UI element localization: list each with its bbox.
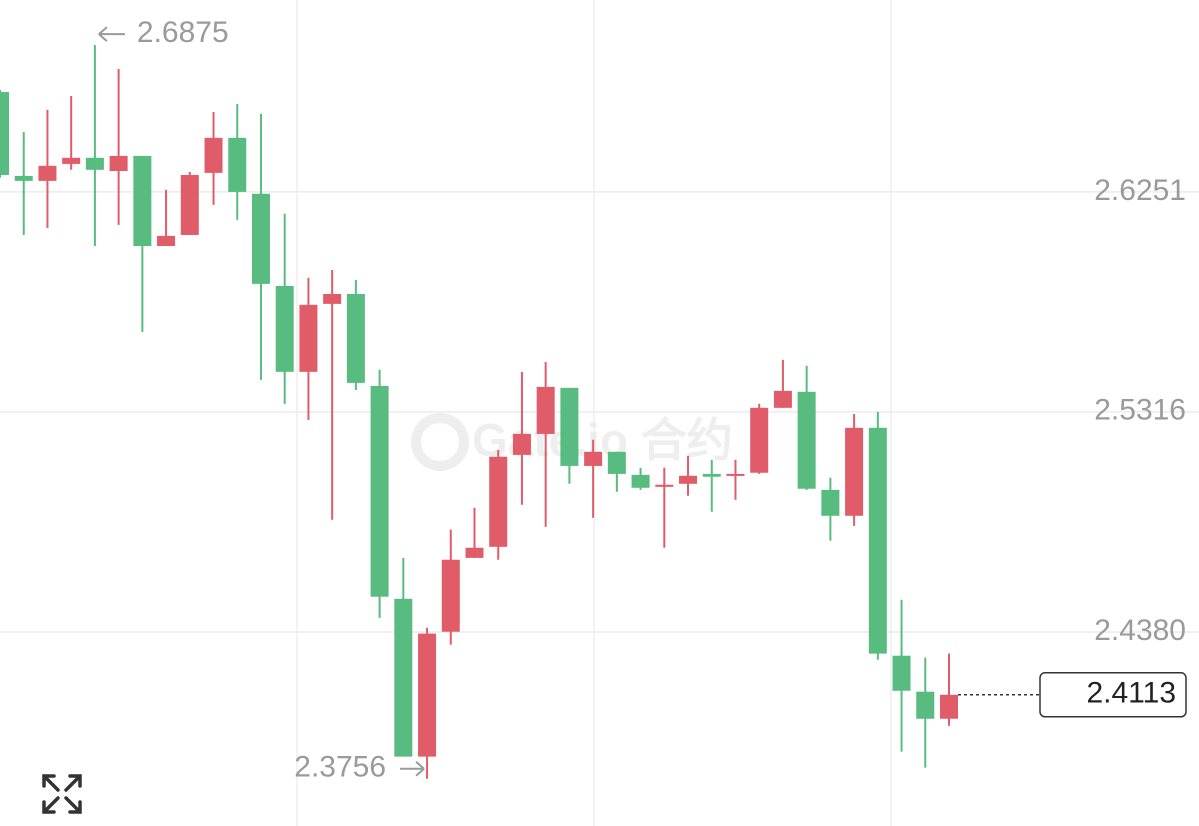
- candle-body: [394, 598, 413, 757]
- candle-body: [797, 391, 816, 489]
- candle-body: [370, 385, 389, 597]
- candle-body: [868, 427, 887, 654]
- candle-body: [204, 137, 223, 173]
- candle-body: [0, 91, 9, 175]
- candle-body: [133, 155, 152, 247]
- annotations: 2.6875 2.3756 2.4113: [98, 16, 1187, 784]
- fullscreen-icon[interactable]: [42, 774, 82, 814]
- watermark-text: Gate.io 合约: [472, 414, 733, 466]
- candle-body: [489, 456, 508, 547]
- y-tick-label: 2.4380: [1094, 614, 1186, 647]
- candle-body: [346, 293, 365, 383]
- candle-body: [940, 694, 958, 719]
- candle-body: [916, 691, 935, 719]
- candle-body: [157, 235, 176, 247]
- candle-body: [536, 386, 555, 434]
- candle-body: [14, 175, 33, 181]
- candle-body: [702, 473, 721, 477]
- candle-body: [750, 407, 769, 473]
- min-arrow: [400, 760, 425, 777]
- candle-body: [773, 390, 792, 408]
- candle-body: [323, 293, 342, 304]
- last-price-label: 2.4113: [1086, 677, 1176, 710]
- max-arrow: [98, 26, 125, 42]
- candle-body: [607, 451, 626, 474]
- candle-body: [845, 427, 864, 516]
- candles: [0, 45, 958, 779]
- candle-body: [512, 433, 531, 455]
- candle-body: [85, 157, 104, 170]
- candle-body: [584, 451, 603, 466]
- y-tick-label: 2.6251: [1094, 174, 1186, 207]
- grid: 2.6251 2.5316 2.4380: [0, 174, 1199, 647]
- candle-body: [631, 474, 650, 488]
- candle-body: [465, 547, 484, 558]
- fullscreen-button[interactable]: [38, 770, 86, 818]
- candle-body: [228, 137, 247, 192]
- last-price-box: [1039, 672, 1187, 718]
- candle-body: [418, 633, 437, 757]
- y-tick-label: 2.5316: [1094, 394, 1186, 427]
- candle-body: [180, 174, 199, 235]
- candle-body: [251, 193, 270, 284]
- candle-body: [275, 285, 294, 372]
- candle-body: [560, 387, 579, 466]
- min-price-label: 2.3756: [294, 751, 386, 784]
- candle-body: [726, 473, 745, 476]
- candle-body: [821, 489, 840, 516]
- candle-body: [299, 304, 318, 372]
- candle-body: [655, 484, 674, 487]
- candle-body: [62, 157, 81, 164]
- candle-body: [38, 165, 57, 181]
- candle-body: [441, 559, 460, 632]
- candle-body: [892, 655, 911, 691]
- watermark-logo: [411, 413, 469, 471]
- candle-body: [109, 155, 128, 171]
- max-price-label: 2.6875: [137, 16, 229, 49]
- candle-body: [679, 475, 698, 484]
